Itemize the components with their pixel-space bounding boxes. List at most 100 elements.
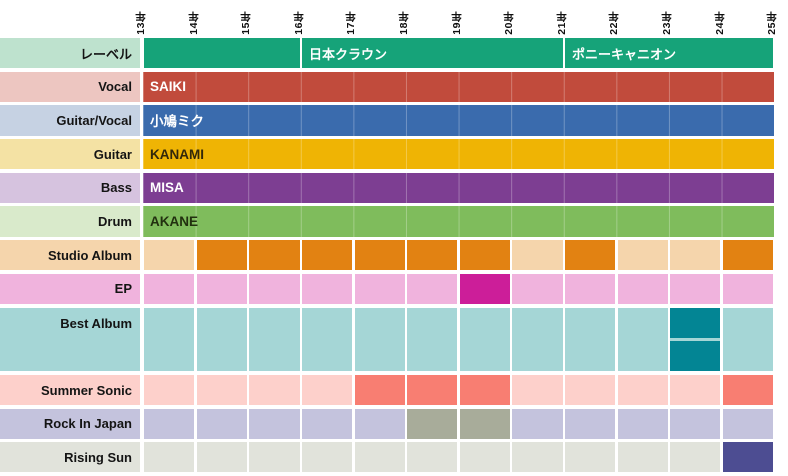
year-cell [565,307,616,372]
axis-year-label: 23年 [661,11,673,35]
year-cell [670,408,721,439]
label-segment-2: ポニーキャニオン [565,38,773,69]
member-bar-guitar-vocal: 小鳩ミク [143,105,775,136]
row-label-row: レーベル 日本クラウン ポニーキャニオン [0,38,788,72]
year-cell [302,307,353,372]
year-cell [565,408,616,439]
year-cell [302,408,353,439]
year-cell [354,307,405,372]
event-block-best-album [670,307,721,338]
year-cell [512,273,563,305]
axis-year-label: 13年 [135,11,147,35]
row-ep: EP [0,273,788,308]
event-block-studio-album [565,240,616,271]
year-cell [249,374,300,406]
year-cell [196,307,247,372]
row-guitar: Guitar KANAMI [0,139,788,173]
event-block-studio-album [196,240,247,271]
axis-year-label: 15年 [240,11,253,35]
year-cell [144,374,195,406]
member-bar-drum: AKANE [143,206,775,237]
year-cell [670,240,721,271]
year-cell [512,240,563,271]
row-label-rising-sun: Rising Sun [0,442,140,473]
year-cell [459,307,510,372]
axis-year-label: 14年 [187,11,200,35]
year-cell [722,408,773,439]
label-segment-1: 日本クラウン [302,38,563,69]
event-block-studio-album [407,240,458,271]
year-cell [249,442,300,473]
year-cell [196,273,247,305]
year-cell [670,273,721,305]
row-rock-in-japan: Rock In Japan [0,408,788,443]
year-cell [617,240,668,271]
event-block-summer-sonic [722,374,773,406]
row-label-ep: EP [0,273,140,305]
year-cell [617,307,668,372]
event-block-summer-sonic [354,374,405,406]
year-cell [565,273,616,305]
event-block-studio-album [354,240,405,271]
label-segment-0 [144,38,300,69]
row-best-album: Best Album [0,307,788,375]
year-cell [354,442,405,473]
event-block-studio-album [249,240,300,271]
year-cell [722,307,773,372]
year-cell [565,442,616,473]
year-cell [302,374,353,406]
row-label-bass: Bass [0,172,140,203]
row-studio-album: Studio Album [0,240,788,274]
year-cell [354,273,405,305]
year-cell [196,408,247,439]
row-rising-sun: Rising Sun [0,442,788,476]
year-cell [670,374,721,406]
row-label-summer-sonic: Summer Sonic [0,374,140,406]
axis-year-label: 25年 [766,11,779,35]
year-cell [249,408,300,439]
event-block-summer-sonic [459,374,510,406]
event-block-rising-sun [722,442,773,473]
axis-year-label: 21年 [555,11,568,35]
event-block-rock-in-japan [459,408,510,439]
year-cell [512,408,563,439]
year-cell [617,273,668,305]
axis-year-label: 19年 [450,11,463,35]
year-cell [565,374,616,406]
year-cell [144,408,195,439]
row-label-label-row: レーベル [0,38,140,69]
row-label-studio-album: Studio Album [0,240,140,271]
event-block-best-album [670,341,721,372]
row-bass: Bass MISA [0,172,788,207]
year-cell [196,442,247,473]
event-block-studio-album [302,240,353,271]
year-cell [407,442,458,473]
year-cell [196,374,247,406]
member-bar-guitar: KANAMI [143,139,775,170]
row-summer-sonic: Summer Sonic [0,374,788,409]
year-cell [249,307,300,372]
event-block-rock-in-japan [407,408,458,439]
row-label-guitar-vocal: Guitar/Vocal [0,105,140,136]
year-cell [249,273,300,305]
year-cell [302,442,353,473]
member-bar-bass: MISA [143,172,775,203]
year-cell [354,408,405,439]
year-cell [459,442,510,473]
event-block-studio-album [459,240,510,271]
axis-year-label: 16年 [292,11,305,35]
year-cell [407,273,458,305]
year-cell [144,442,195,473]
row-guitar-vocal: Guitar/Vocal 小鳩ミク [0,105,788,139]
axis-year-label: 24年 [713,11,726,35]
row-label-vocal: Vocal [0,71,140,102]
row-vocal: Vocal SAIKI [0,71,788,106]
year-cell [512,307,563,372]
year-cell [617,442,668,473]
event-block-summer-sonic [407,374,458,406]
axis-year-label: 18年 [398,11,410,35]
axis-year-label: 17年 [345,11,358,35]
year-cell [512,442,563,473]
row-label-best-album: Best Album [0,307,140,372]
